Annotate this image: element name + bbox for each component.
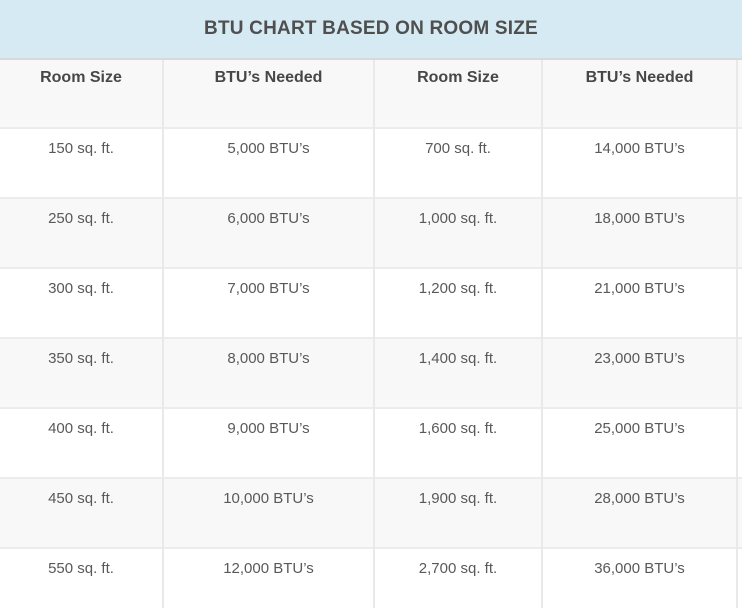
table-row: 300 sq. ft. 7,000 BTU’s 1,200 sq. ft. 21,00… — [0, 267, 742, 338]
table-cell: 36,000 BTU’s — [541, 547, 737, 608]
table-row: 400 sq. ft. 9,000 BTU’s 1,600 sq. ft. 25,00… — [0, 407, 742, 478]
table-cell: 700 sq. ft. — [373, 127, 542, 198]
table-cell: 1,400 sq. ft. — [373, 337, 542, 408]
table-cell: 25,000 BTU’s — [541, 407, 737, 478]
column-header: BTU’s Needed — [541, 60, 737, 128]
page-title: BTU CHART BASED ON ROOM SIZE — [204, 18, 538, 39]
table-cell: 450 sq. ft. — [0, 477, 163, 548]
table-cell: 1,200 sq. ft. — [373, 267, 542, 338]
spacer-cell — [736, 407, 742, 478]
table-cell: 10,000 BTU’s — [162, 477, 374, 548]
btu-table: Room Size BTU’s Needed Room Size BTU’s Need… — [0, 60, 742, 608]
table-cell: 150 sq. ft. — [0, 127, 163, 198]
table-cell: 8,000 BTU’s — [162, 337, 374, 408]
table-cell: 1,000 sq. ft. — [373, 197, 542, 268]
spacer-cell — [736, 267, 742, 338]
table-cell: 12,000 BTU’s — [162, 547, 374, 608]
table-cell: 23,000 BTU’s — [541, 337, 737, 408]
column-header: Room Size — [0, 60, 163, 128]
chart-title-bar: BTU CHART BASED ON ROOM SIZE — [0, 0, 742, 60]
table-cell: 350 sq. ft. — [0, 337, 163, 408]
spacer-cell — [736, 477, 742, 548]
table-row: 250 sq. ft. 6,000 BTU’s 1,000 sq. ft. 18,00… — [0, 197, 742, 268]
spacer-cell — [736, 127, 742, 198]
spacer-cell — [736, 547, 742, 608]
table-cell: 300 sq. ft. — [0, 267, 163, 338]
table-cell: 7,000 BTU’s — [162, 267, 374, 338]
table-cell: 400 sq. ft. — [0, 407, 163, 478]
table-cell: 9,000 BTU’s — [162, 407, 374, 478]
table-cell: 550 sq. ft. — [0, 547, 163, 608]
column-header: BTU’s Needed — [162, 60, 374, 128]
table-cell: 1,900 sq. ft. — [373, 477, 542, 548]
column-header: Room Size — [373, 60, 542, 128]
table-cell: 21,000 BTU’s — [541, 267, 737, 338]
table-row: 150 sq. ft. 5,000 BTU’s 700 sq. ft. 14,000 … — [0, 127, 742, 198]
table-cell: 14,000 BTU’s — [541, 127, 737, 198]
table-cell: 28,000 BTU’s — [541, 477, 737, 548]
table-cell: 2,700 sq. ft. — [373, 547, 542, 608]
table-cell: 18,000 BTU’s — [541, 197, 737, 268]
table-row: 550 sq. ft. 12,000 BTU’s 2,700 sq. ft. 36,0… — [0, 547, 742, 608]
table-cell: 5,000 BTU’s — [162, 127, 374, 198]
table-cell: 1,600 sq. ft. — [373, 407, 542, 478]
table-row: 450 sq. ft. 10,000 BTU’s 1,900 sq. ft. 28,0… — [0, 477, 742, 548]
spacer-cell — [736, 337, 742, 408]
table-cell: 250 sq. ft. — [0, 197, 163, 268]
table-header-row: Room Size BTU’s Needed Room Size BTU’s Need… — [0, 60, 742, 128]
spacer-cell — [736, 60, 742, 128]
spacer-cell — [736, 197, 742, 268]
table-row: 350 sq. ft. 8,000 BTU’s 1,400 sq. ft. 23,00… — [0, 337, 742, 408]
table-cell: 6,000 BTU’s — [162, 197, 374, 268]
